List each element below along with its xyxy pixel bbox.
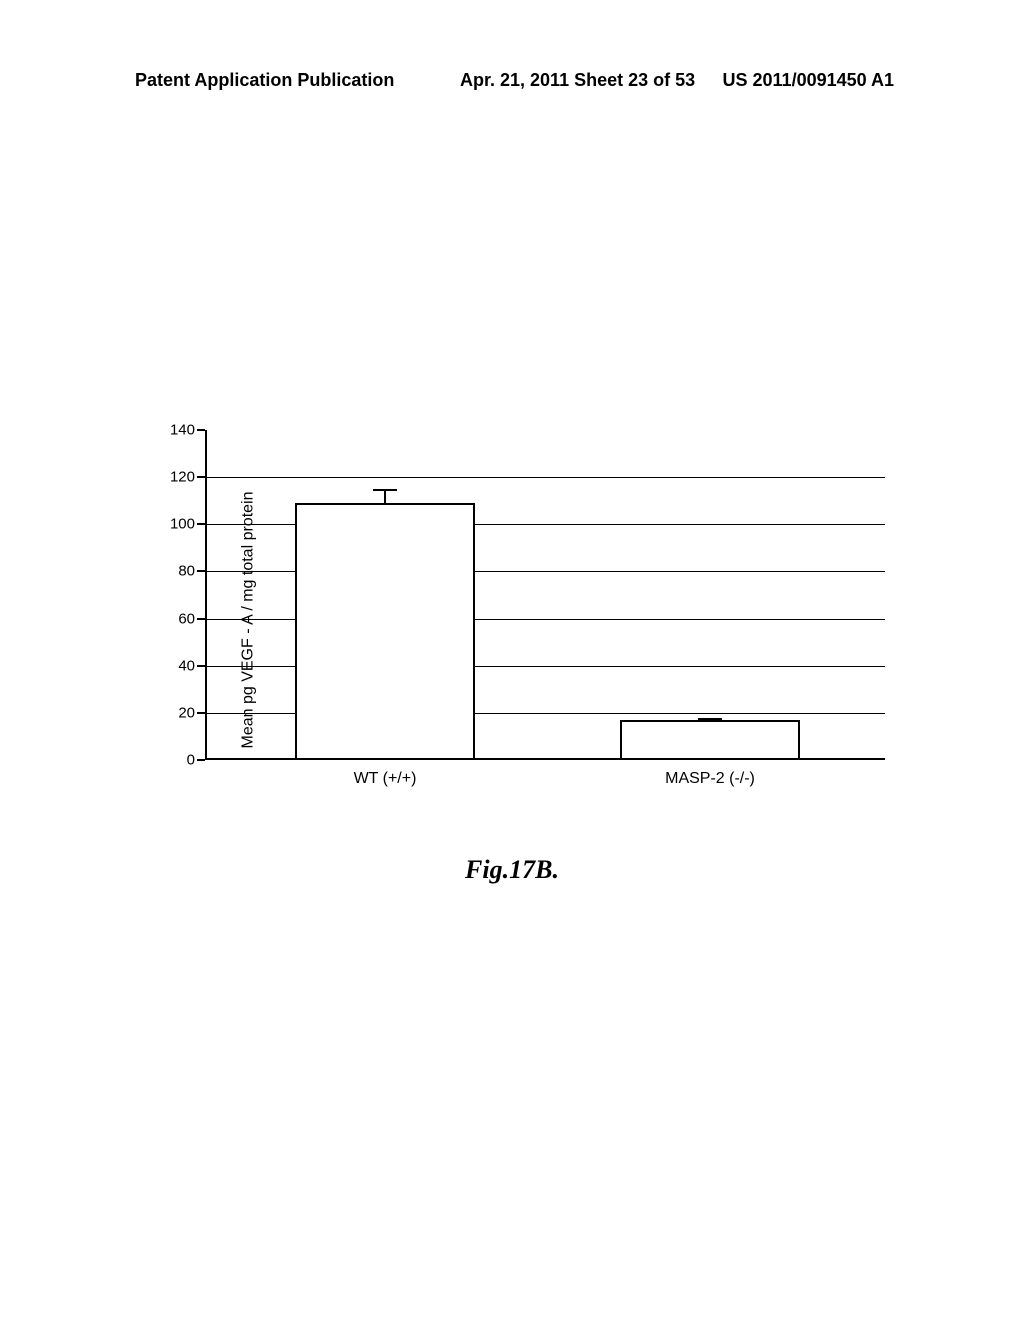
- y-tick: [197, 665, 205, 667]
- x-category-label: WT (+/+): [295, 770, 475, 788]
- chart-bar: [295, 503, 475, 758]
- bar-chart: Mean pg VEGF - A / mg total protein 0204…: [155, 430, 925, 810]
- y-tick-label: 0: [187, 752, 195, 769]
- y-tick-label: 40: [178, 657, 195, 674]
- error-cap: [373, 489, 397, 491]
- header-publication-number: US 2011/0091450 A1: [723, 70, 894, 91]
- header-date-sheet: Apr. 21, 2011 Sheet 23 of 53: [460, 70, 695, 91]
- y-tick-label: 120: [170, 469, 195, 486]
- y-tick-label: 80: [178, 563, 195, 580]
- y-tick-label: 100: [170, 516, 195, 533]
- y-tick: [197, 476, 205, 478]
- y-tick: [197, 712, 205, 714]
- y-tick: [197, 523, 205, 525]
- header-publication-type: Patent Application Publication: [135, 70, 394, 91]
- y-tick: [197, 618, 205, 620]
- chart-bar: [620, 720, 800, 758]
- y-tick: [197, 570, 205, 572]
- y-axis-line: [205, 430, 207, 760]
- y-tick-label: 140: [170, 422, 195, 439]
- x-category-label: MASP-2 (-/-): [620, 770, 800, 788]
- error-cap: [698, 718, 722, 720]
- gridline: [207, 477, 885, 478]
- error-bar: [384, 489, 386, 506]
- y-tick-label: 60: [178, 610, 195, 627]
- figure-caption: Fig.17B.: [0, 855, 1024, 885]
- y-tick-label: 20: [178, 704, 195, 721]
- y-tick: [197, 759, 205, 761]
- plot-area: 020406080100120140: [205, 430, 885, 760]
- x-axis-line: [205, 758, 885, 760]
- y-tick: [197, 429, 205, 431]
